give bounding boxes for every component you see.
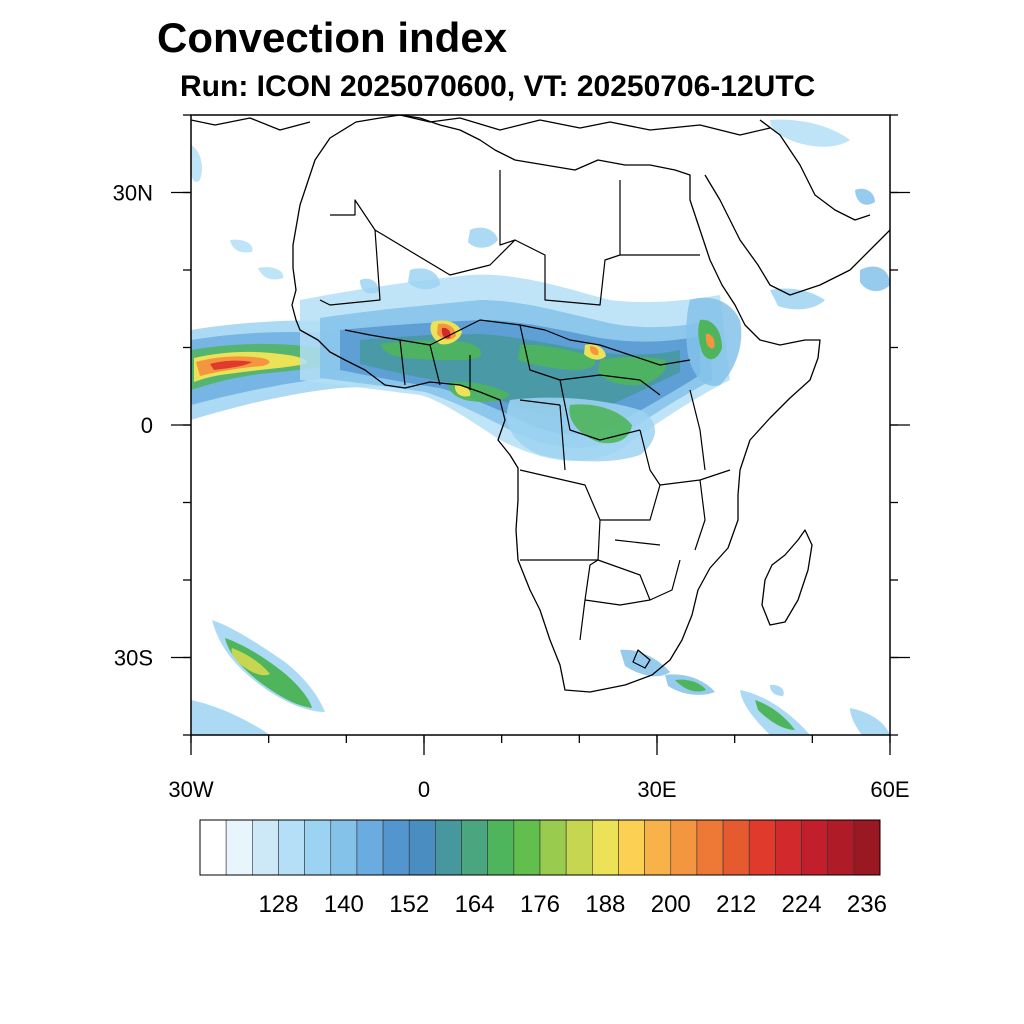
colorbar-swatch xyxy=(435,819,462,876)
africa-coastline xyxy=(291,115,821,693)
colorbar-swatch xyxy=(330,819,358,876)
lon-tick-label: 60E xyxy=(870,777,909,802)
colorbar-swatch xyxy=(487,819,515,876)
field-sahara-cells xyxy=(360,227,825,310)
field-arabia-cells xyxy=(855,188,890,292)
colorbar-swatch xyxy=(461,819,488,876)
colorbar-swatch xyxy=(618,819,645,876)
field-congo-core xyxy=(569,404,632,444)
colorbar-swatch xyxy=(696,819,724,876)
colorbar-swatch xyxy=(853,819,881,876)
colorbar-label: 236 xyxy=(847,891,887,918)
lon-tick-label: 30E xyxy=(637,777,676,802)
lat-tick-label: 0 xyxy=(141,413,153,438)
coastlines-borders xyxy=(191,115,890,693)
colorbar-swatch xyxy=(225,819,253,876)
madagascar-coastline xyxy=(761,529,813,626)
field-north-west xyxy=(191,145,284,280)
colorbar-swatch xyxy=(252,819,279,876)
colorbar-swatch xyxy=(199,819,227,876)
colorbar-swatch xyxy=(827,819,855,876)
colorbar-label: 200 xyxy=(651,891,691,918)
colorbar-swatch xyxy=(722,819,750,876)
colorbar-label: 140 xyxy=(324,891,364,918)
lat-tick-label: 30N xyxy=(113,181,153,206)
map-axes: 30W 0 30E 60E 30N 0 30S xyxy=(113,114,910,802)
colorbar: 128 140 152 164 176 188 200 212 224 236 xyxy=(199,819,887,918)
colorbar-swatch xyxy=(801,819,828,876)
colorbar-outline xyxy=(199,819,881,876)
colorbar-swatch xyxy=(592,819,619,876)
lon-tick-label: 30W xyxy=(168,777,213,802)
colorbar-swatch xyxy=(356,819,384,876)
colorbar-label: 128 xyxy=(258,891,298,918)
field-south-atlantic-yellow xyxy=(231,648,270,676)
field-south-africa-core xyxy=(675,679,706,692)
colorbar-swatch xyxy=(382,819,410,876)
europe-coastline xyxy=(191,115,771,136)
field-sahel-green xyxy=(380,340,667,402)
colorbar-label: 164 xyxy=(455,891,495,918)
field-indian-ocean-core xyxy=(755,700,795,730)
colorbar-label: 212 xyxy=(716,891,756,918)
map-title: Convection index xyxy=(157,14,508,61)
colorbar-label: 176 xyxy=(520,891,560,918)
field-south-atlantic-tail xyxy=(191,700,270,735)
colorbar-swatch xyxy=(644,819,672,876)
country-borders xyxy=(319,170,731,669)
colorbar-label: 224 xyxy=(782,891,822,918)
map-subtitle: Run: ICON 2025070600, VT: 20250706-12UTC xyxy=(180,70,816,103)
colorbar-swatch xyxy=(304,819,332,876)
colorbar-swatch xyxy=(670,819,698,876)
field-north-east-coast xyxy=(770,119,850,147)
arabia-coastline xyxy=(704,119,890,296)
colorbar-swatch xyxy=(748,819,776,876)
lon-tick-label: 0 xyxy=(418,777,430,802)
colorbar-label: 152 xyxy=(389,891,429,918)
field-ethiopia-hot xyxy=(705,333,715,349)
colorbar-swatch xyxy=(775,819,802,876)
colorbar-swatch xyxy=(408,819,436,876)
colorbar-swatch xyxy=(278,819,305,876)
lat-tick-label: 30S xyxy=(114,646,153,671)
field-atlantic-band-red xyxy=(210,360,252,370)
colorbar-label: 188 xyxy=(585,891,625,918)
colorbar-swatch xyxy=(539,819,567,876)
convection-field xyxy=(191,119,890,735)
colorbar-swatch xyxy=(565,819,593,876)
colorbar-swatch xyxy=(513,819,541,876)
